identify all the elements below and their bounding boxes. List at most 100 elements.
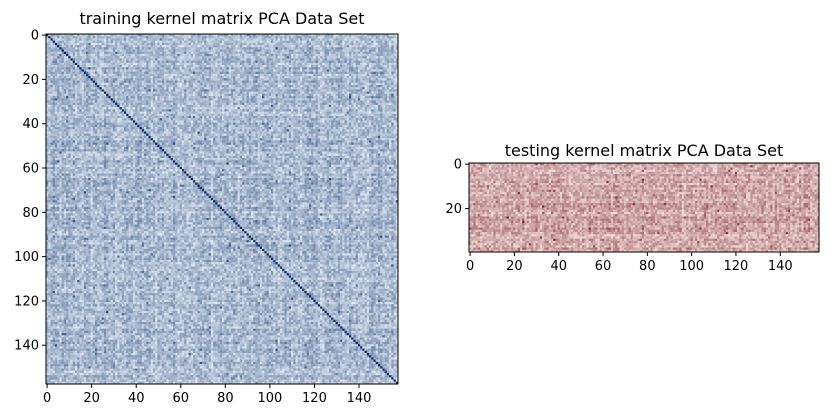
training-heatmap-cell [322,51,325,55]
training-heatmap-cell [179,65,183,68]
training-heatmap-cell [304,84,307,88]
training-heatmap-cell [291,65,294,68]
training-heatmap-cell [286,87,290,90]
training-heatmap-cell [70,98,74,101]
training-heatmap-cell [121,78,125,81]
training-heatmap-cell [373,40,377,44]
training-heatmap-cell [61,84,65,88]
training-heatmap-cell [371,100,374,103]
training-heatmap-cell [99,76,102,79]
training-heatmap-cell [230,100,234,103]
training-heatmap-cell [228,91,232,95]
training-heatmap-cell [317,42,321,46]
training-heatmap-cell [230,56,234,59]
training-heatmap-cell [97,76,100,79]
training-heatmap-cell [177,65,180,68]
training-heatmap-cell [117,96,120,99]
training-heatmap-cell [135,38,138,41]
training-heatmap-cell [68,49,71,53]
training-heatmap-cell [355,80,359,84]
training-heatmap-cell [257,96,261,99]
training-heatmap-cell [179,36,183,39]
training-heatmap-cell [186,49,189,53]
training-heatmap-cell [317,96,321,99]
training-heatmap-cell [108,36,111,39]
training-heatmap-cell [393,87,397,90]
training-heatmap-cell [103,40,107,44]
training-heatmap-cell [337,78,341,81]
training-heatmap-cell [161,65,165,68]
training-heatmap-cell [382,80,385,84]
training-heatmap-cell [159,60,163,64]
training-heatmap-cell [228,76,232,79]
training-heatmap-cell [57,47,60,50]
training-heatmap-cell [315,89,319,92]
training-heatmap-cell [72,84,76,88]
training-heatmap-cell [181,67,185,70]
training-heatmap-cell [333,58,336,61]
training-heatmap-cell [68,36,71,39]
training-heatmap-cell [175,93,178,97]
training-heatmap-cell [369,78,372,81]
training-heatmap-cell [351,51,354,55]
training-heatmap-cell [61,100,65,103]
training-heatmap-cell [126,93,129,97]
training-heatmap-cell [279,67,283,70]
training-heatmap-cell [72,45,76,48]
training-heatmap-cell [355,65,359,68]
training-heatmap-cell [83,56,87,59]
training-heatmap-cell [373,38,377,41]
training-heatmap-cell [337,36,341,39]
training-heatmap-cell [144,51,147,55]
training-heatmap-cell [353,56,356,59]
training-heatmap-cell [139,53,143,57]
training-heatmap-cell [259,40,263,44]
training-heatmap-cell [369,34,372,37]
training-heatmap-cell [308,49,312,53]
training-heatmap-cell [293,62,296,66]
training-heatmap-cell [239,56,243,59]
training-heatmap-cell [264,78,267,81]
training-heatmap-cell [170,93,174,97]
training-heatmap-cell [268,49,272,53]
training-heatmap-cell [317,60,321,64]
training-heatmap-cell [121,40,125,44]
training-heatmap-cell [239,76,243,79]
training-heatmap-cell [230,34,234,37]
training-heatmap-cell [380,36,383,39]
training-heatmap-cell [177,49,180,53]
training-heatmap-cell [257,82,261,86]
training-heatmap-cell [181,102,185,106]
training-heatmap-cell [206,89,209,92]
training-heatmap-cell [384,91,388,95]
training-heatmap-cell [282,78,285,81]
training-heatmap-cell [377,67,381,70]
training-heatmap-cell [81,82,85,86]
training-heatmap-cell [139,76,143,79]
training-heatmap-cell [164,36,167,39]
training-heatmap-cell [52,71,56,75]
training-heatmap-cell [101,47,105,50]
training-heatmap-cell [253,102,256,106]
training-heatmap-cell [242,84,245,88]
training-heatmap-cell [248,78,252,81]
training-heatmap-cell [342,78,345,81]
training-heatmap-cell [324,91,328,95]
training-heatmap-cell [54,100,58,103]
training-heatmap-cell [170,34,174,37]
training-heatmap-cell [311,45,314,48]
training-heatmap-cell [152,71,156,75]
training-heatmap-cell [277,98,281,101]
training-heatmap-cell [177,73,180,77]
training-heatmap-cell [357,98,361,101]
training-heatmap-cell [226,91,229,95]
training-heatmap-cell [86,62,89,66]
training-heatmap-cell [264,73,267,77]
training-heatmap-cell [112,42,116,46]
training-heatmap-cell [141,45,145,48]
training-heatmap-cell [357,67,361,70]
training-heatmap-cell [259,96,263,99]
training-heatmap-cell [148,78,152,81]
training-heatmap-cell [384,73,388,77]
training-heatmap-cell [246,89,250,92]
